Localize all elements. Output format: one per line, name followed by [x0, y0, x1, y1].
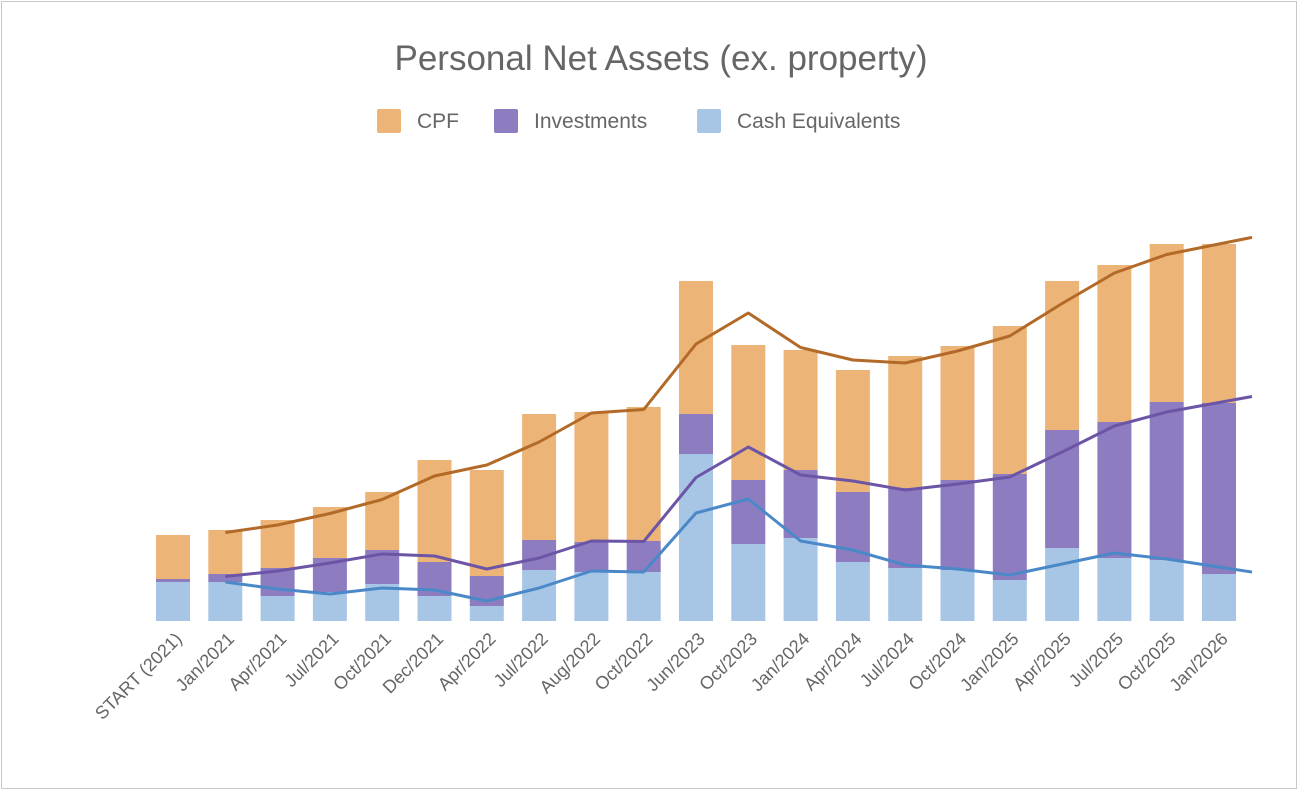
bar-cash-equivalents [992, 580, 1027, 621]
bar-investments [1045, 430, 1080, 548]
bar-cash-equivalents [731, 544, 766, 621]
bar-cash-equivalents [522, 570, 557, 621]
trendline-cpf [225, 235, 1253, 534]
bar-cpf [1045, 281, 1080, 430]
bar-investments [574, 542, 609, 572]
legend-swatch [697, 109, 721, 133]
bar-cpf [888, 356, 923, 488]
bar-investments [626, 541, 661, 572]
bar-cpf [679, 281, 713, 414]
bar-cash-equivalents [417, 596, 452, 621]
bar-investments [1097, 422, 1132, 558]
bar-cash-equivalents [835, 562, 870, 621]
bar-cash-equivalents [940, 570, 975, 621]
bar-investments [1202, 403, 1236, 574]
bar-cpf [626, 407, 661, 541]
bar-cash-equivalents [469, 606, 504, 621]
x-axis-tick-labels: START (2021)Jan/2021Apr/2021Jul/2021Oct/… [91, 629, 1232, 724]
bar-cash-equivalents [679, 454, 713, 621]
bar-cash-equivalents [156, 582, 190, 621]
bar-cash-equivalents [1045, 548, 1080, 621]
bar-cpf [783, 350, 818, 470]
bar-cpf [469, 470, 504, 576]
bar-investments [679, 414, 713, 454]
bar-cash-equivalents [208, 582, 243, 621]
bar-cpf [1097, 265, 1132, 422]
bar-cpf [574, 412, 609, 542]
bar-cpf [1202, 244, 1236, 403]
bar-cpf [522, 414, 557, 540]
x-tick-label: Apr/2025 [1009, 629, 1075, 695]
x-tick-label: START (2021) [91, 629, 186, 724]
bar-investments [992, 474, 1027, 580]
x-tick-label: Apr/2022 [434, 629, 500, 695]
bar-investments [940, 480, 975, 570]
chart-title: Personal Net Assets (ex. property) [395, 39, 928, 78]
bar-cpf [156, 535, 190, 579]
bar-cpf [1149, 244, 1184, 402]
bar-cpf [731, 345, 766, 480]
bar-cpf [835, 370, 870, 492]
x-tick-label: Apr/2021 [225, 629, 291, 695]
bar-cash-equivalents [888, 568, 923, 621]
legend-item[interactable]: Cash Equivalents [697, 109, 900, 133]
legend-item[interactable]: CPF [377, 109, 459, 133]
bar-cpf [940, 346, 975, 480]
trendline-cash-equivalents [225, 497, 1253, 603]
bar-investments [1149, 402, 1184, 560]
bar-investments [731, 480, 766, 544]
bar-investments [783, 470, 818, 538]
legend-label: Cash Equivalents [737, 110, 900, 133]
trendline-investments [225, 395, 1253, 578]
x-tick-label: Apr/2024 [800, 629, 866, 695]
bar-cash-equivalents [260, 596, 295, 621]
bar-cash-equivalents [1097, 558, 1132, 621]
bar-investments [208, 574, 243, 582]
legend: CPF Investments Cash Equivalents [377, 109, 900, 133]
legend-label: CPF [417, 110, 459, 133]
trendlines [225, 235, 1253, 603]
bar-cpf [992, 326, 1027, 474]
bar-cash-equivalents [1149, 560, 1184, 621]
bar-investments [156, 579, 190, 582]
legend-swatch [377, 109, 401, 133]
bar-cpf [208, 530, 243, 574]
bar-investments [888, 488, 923, 568]
bar-cash-equivalents [783, 538, 818, 621]
legend-item[interactable]: Investments [494, 109, 647, 133]
bar-cash-equivalents [1202, 574, 1236, 621]
bar-cash-equivalents [312, 592, 347, 621]
bar-cash-equivalents [574, 572, 609, 621]
legend-label: Investments [534, 110, 647, 133]
bar-cash-equivalents [626, 572, 661, 621]
legend-swatch [494, 109, 518, 133]
